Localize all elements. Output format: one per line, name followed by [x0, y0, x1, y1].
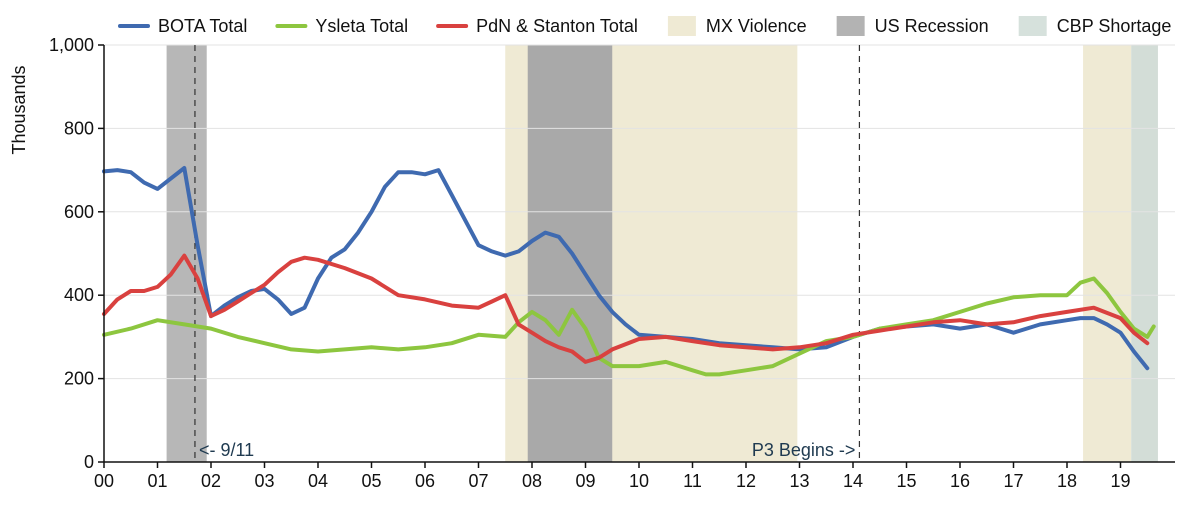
legend-label: US Recession: [875, 16, 989, 36]
x-tick-label: 10: [629, 471, 649, 491]
legend: BOTA Total Ysleta Total PdN & Stanton Tota…: [118, 16, 1172, 36]
y-tick-label: 0: [84, 452, 94, 472]
series-line-bota-total: [102, 166, 1150, 371]
x-tick-label: 02: [201, 471, 221, 491]
x-tick-label: 14: [843, 471, 863, 491]
event-lines: <- 9/11 P3 Begins ->: [194, 45, 861, 462]
x-tick-label: 16: [950, 471, 970, 491]
x-tick-label: 03: [254, 471, 274, 491]
y-tick-label: 1,000: [49, 35, 94, 55]
legend-label: PdN & Stanton Total: [476, 16, 638, 36]
y-tick-label: 400: [64, 285, 94, 305]
y-tick-label: 600: [64, 202, 94, 222]
x-tick-label: 07: [468, 471, 488, 491]
x-tick-label: 12: [736, 471, 756, 491]
series-line-pdn-stanton-total: [102, 253, 1150, 364]
legend-label: BOTA Total: [158, 16, 247, 36]
shaded-band-cbp-shortage: [1131, 45, 1158, 462]
x-tick-label: 13: [789, 471, 809, 491]
legend-label: MX Violence: [706, 16, 807, 36]
legend-label: Ysleta Total: [315, 16, 408, 36]
x-tick-label: 17: [1003, 471, 1023, 491]
shaded-periods: [166, 45, 1158, 462]
x-tick-label: 04: [308, 471, 328, 491]
data-series: [102, 166, 1156, 377]
legend-key-band: [667, 16, 696, 36]
x-tick-label: 06: [415, 471, 435, 491]
legend-key-band: [836, 16, 865, 36]
gridlines: [104, 44, 1175, 380]
x-tick-label: 15: [896, 471, 916, 491]
event-label: P3 Begins ->: [752, 440, 856, 460]
x-tick-label: 08: [522, 471, 542, 491]
y-tick-label: 200: [64, 369, 94, 389]
x-tick-label: 05: [361, 471, 381, 491]
legend-key-band: [1018, 16, 1047, 36]
legend-label: CBP Shortage: [1057, 16, 1172, 36]
x-tick-label: 09: [575, 471, 595, 491]
series-line-ysleta-total: [102, 276, 1156, 377]
shaded-band-mx-violence: [1083, 45, 1132, 462]
x-tick-label: 19: [1110, 471, 1130, 491]
x-tick-label: 00: [94, 471, 114, 491]
x-tick-label: 18: [1057, 471, 1077, 491]
y-axis-title: Thousands: [9, 65, 29, 154]
event-label: <- 9/11: [199, 440, 254, 460]
axes: 0 200 400 600 800 1,000 00 01 02 03 04 05 06 07 08 09 10…: [49, 35, 1175, 491]
x-tick-label: 11: [683, 471, 702, 491]
x-tick-label: 01: [147, 471, 167, 491]
y-tick-label: 800: [64, 118, 94, 138]
